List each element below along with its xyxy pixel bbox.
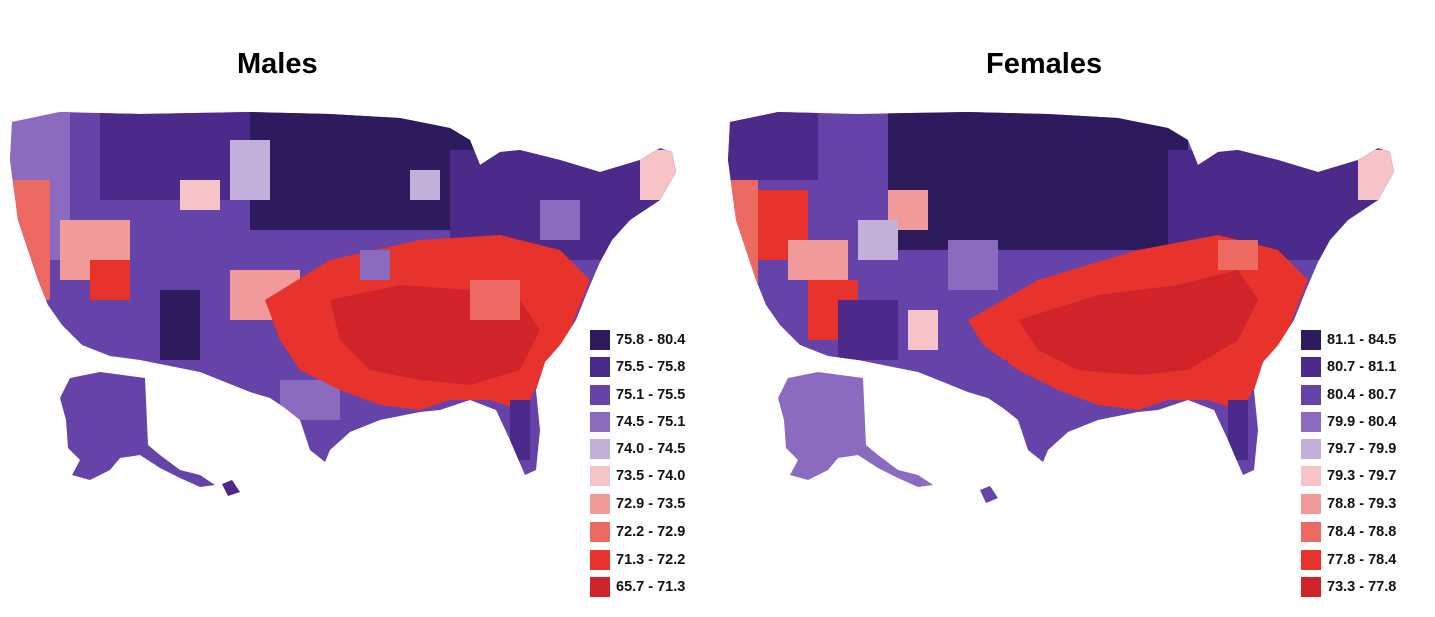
- males-legend-item: 65.7 - 71.3: [590, 577, 685, 597]
- males-legend-swatch: [590, 550, 610, 570]
- females-legend-swatch: [1301, 439, 1321, 459]
- females-hawaii: [980, 486, 998, 503]
- males-legend-item: 75.8 - 80.4: [590, 330, 685, 350]
- females-legend-swatch: [1301, 550, 1321, 570]
- males-legend-label: 72.9 - 73.5: [616, 496, 686, 512]
- males-legend-swatch: [590, 330, 610, 350]
- males-legend-label: 72.2 - 72.9: [616, 524, 686, 540]
- females-legend-label: 81.1 - 84.5: [1327, 332, 1397, 348]
- females-legend-item: 78.4 - 78.8: [1301, 522, 1396, 542]
- females-map-panel: Females: [718, 0, 1435, 617]
- females-alaska: [778, 372, 933, 487]
- males-legend-item: 74.5 - 75.1: [590, 412, 685, 432]
- males-legend-swatch: [590, 439, 610, 459]
- females-legend-label: 80.4 - 80.7: [1327, 387, 1397, 403]
- females-legend-label: 77.8 - 78.4: [1327, 552, 1397, 568]
- males-legend-label: 73.5 - 74.0: [616, 468, 686, 484]
- females-legend-item: 78.8 - 79.3: [1301, 494, 1396, 514]
- males-alaska: [60, 372, 215, 487]
- males-legend-swatch: [590, 522, 610, 542]
- females-legend-swatch: [1301, 330, 1321, 350]
- females-legend-swatch: [1301, 522, 1321, 542]
- females-choropleth-map: [728, 112, 1394, 503]
- females-legend-label: 80.7 - 81.1: [1327, 359, 1397, 375]
- females-legend-label: 78.4 - 78.8: [1327, 524, 1397, 540]
- females-legend-item: 80.4 - 80.7: [1301, 385, 1396, 405]
- males-legend-item: 73.5 - 74.0: [590, 466, 685, 486]
- males-legend-label: 65.7 - 71.3: [616, 579, 686, 595]
- males-legend-item: 72.9 - 73.5: [590, 494, 685, 514]
- males-legend-swatch: [590, 412, 610, 432]
- males-legend-item: 71.3 - 72.2: [590, 550, 685, 570]
- females-legend-item: 79.9 - 80.4: [1301, 412, 1396, 432]
- males-legend-item: 74.0 - 74.5: [590, 439, 685, 459]
- females-legend-item: 80.7 - 81.1: [1301, 357, 1396, 377]
- females-legend-item: 73.3 - 77.8: [1301, 577, 1396, 597]
- males-legend-label: 75.5 - 75.8: [616, 359, 686, 375]
- females-legend-label: 79.7 - 79.9: [1327, 441, 1397, 457]
- males-map-panel: Males: [0, 0, 717, 617]
- males-legend-swatch: [590, 385, 610, 405]
- males-choropleth-map: [10, 112, 676, 496]
- females-legend-swatch: [1301, 466, 1321, 486]
- females-legend-label: 73.3 - 77.8: [1327, 579, 1397, 595]
- males-legend-label: 74.0 - 74.5: [616, 441, 686, 457]
- females-map-title: Females: [986, 48, 1103, 80]
- females-legend-item: 77.8 - 78.4: [1301, 550, 1396, 570]
- males-map-title: Males: [237, 48, 318, 80]
- females-legend-item: 79.3 - 79.7: [1301, 466, 1396, 486]
- males-legend-label: 74.5 - 75.1: [616, 414, 686, 430]
- males-legend-swatch: [590, 494, 610, 514]
- females-legend-label: 79.3 - 79.7: [1327, 468, 1397, 484]
- females-legend-item: 79.7 - 79.9: [1301, 439, 1396, 459]
- females-legend-item: 81.1 - 84.5: [1301, 330, 1396, 350]
- males-legend-swatch: [590, 466, 610, 486]
- males-legend-swatch: [590, 577, 610, 597]
- males-legend-label: 71.3 - 72.2: [616, 552, 686, 568]
- females-legend-swatch: [1301, 385, 1321, 405]
- females-legend-label: 78.8 - 79.3: [1327, 496, 1397, 512]
- males-contiguous-us: [10, 112, 676, 475]
- females-legend-swatch: [1301, 357, 1321, 377]
- males-legend-label: 75.1 - 75.5: [616, 387, 686, 403]
- females-legend-label: 79.9 - 80.4: [1327, 414, 1397, 430]
- males-hawaii: [222, 480, 240, 496]
- males-legend-item: 72.2 - 72.9: [590, 522, 685, 542]
- females-legend-swatch: [1301, 577, 1321, 597]
- females-legend-swatch: [1301, 494, 1321, 514]
- males-legend-item: 75.5 - 75.8: [590, 357, 685, 377]
- females-legend-swatch: [1301, 412, 1321, 432]
- males-legend-item: 75.1 - 75.5: [590, 385, 685, 405]
- males-legend-label: 75.8 - 80.4: [616, 332, 686, 348]
- males-legend-swatch: [590, 357, 610, 377]
